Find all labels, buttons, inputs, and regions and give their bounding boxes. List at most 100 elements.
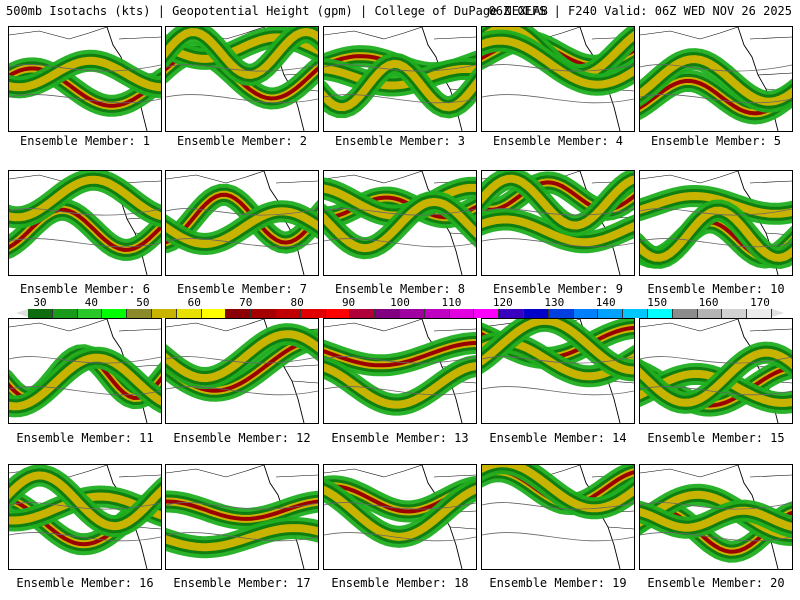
colorbar-swatch <box>474 309 500 318</box>
colorbar-swatch <box>747 309 772 318</box>
ensemble-panel-15 <box>639 318 793 424</box>
colorbar-swatch <box>176 309 202 318</box>
colorbar-tick-label: 100 <box>390 296 410 309</box>
colorbar-swatch <box>28 309 53 318</box>
colorbar-tick-label: 40 <box>84 296 99 309</box>
colorbar-swatch <box>697 309 723 318</box>
colorbar-swatch <box>523 309 549 318</box>
ensemble-member-label: Ensemble Member: 7 <box>176 282 308 296</box>
colorbar-swatch <box>226 309 252 318</box>
ensemble-panel-4 <box>481 26 635 132</box>
colorbar-swatch <box>623 309 648 318</box>
colorbar-swatch <box>424 309 450 318</box>
model-run-info: 06Z GEFS | F240 Valid: 06Z WED NOV 26 20… <box>488 4 792 18</box>
colorbar-tick-label: 130 <box>544 296 565 309</box>
colorbar-swatch <box>598 309 624 318</box>
ensemble-panel-16 <box>8 464 162 570</box>
colorbar-tick-label: 80 <box>290 296 304 309</box>
ensemble-panel-6 <box>8 170 162 276</box>
ensemble-panel-17 <box>165 464 319 570</box>
ensemble-member-label: Ensemble Member: 15 <box>647 431 785 445</box>
map-plot <box>640 465 792 569</box>
ensemble-member-label: Ensemble Member: 10 <box>647 282 785 296</box>
map-plot <box>640 27 792 131</box>
ensemble-member-label: Ensemble Member: 14 <box>489 431 627 445</box>
map-plot <box>324 27 476 131</box>
map-plot <box>482 27 634 131</box>
map-plot <box>482 465 634 569</box>
colorbar-swatch <box>77 309 103 318</box>
ensemble-panel-3 <box>323 26 477 132</box>
ensemble-member-label: Ensemble Member: 17 <box>173 576 311 590</box>
colorbar-swatch <box>325 309 351 318</box>
ensemble-panel-12 <box>165 318 319 424</box>
colorbar-swatch <box>672 309 698 318</box>
colorbar-swatch <box>499 309 524 318</box>
colorbar-swatch <box>102 309 128 318</box>
colorbar-swatch <box>275 309 301 318</box>
colorbar-strip <box>28 309 772 318</box>
map-plot <box>9 171 161 275</box>
colorbar-tick-label: 30 <box>33 296 47 309</box>
ensemble-member-label: Ensemble Member: 11 <box>16 431 154 445</box>
colorbar-swatch <box>573 309 599 318</box>
colorbar-swatch <box>647 309 673 318</box>
colorbar-swatch <box>375 309 400 318</box>
colorbar-swatch <box>52 309 78 318</box>
ensemble-panel-10 <box>639 170 793 276</box>
ensemble-member-label: Ensemble Member: 9 <box>492 282 624 296</box>
ensemble-member-label: Ensemble Member: 2 <box>176 134 308 148</box>
ensemble-member-label: Ensemble Member: 13 <box>331 431 469 445</box>
map-plot <box>324 465 476 569</box>
map-plot <box>482 319 634 423</box>
ensemble-panel-8 <box>323 170 477 276</box>
colorbar-swatch <box>151 309 177 318</box>
ensemble-panel-7 <box>165 170 319 276</box>
colorbar-tick-label: 50 <box>136 296 150 309</box>
colorbar-tick-label: 90 <box>341 296 356 309</box>
colorbar-arrow-right <box>772 309 784 317</box>
ensemble-panel-19 <box>481 464 635 570</box>
colorbar-swatch <box>548 309 574 318</box>
ensemble-panel-9 <box>481 170 635 276</box>
map-plot <box>324 171 476 275</box>
ensemble-member-label: Ensemble Member: 6 <box>19 282 151 296</box>
map-plot <box>166 465 318 569</box>
colorbar-swatch <box>127 309 152 318</box>
colorbar-tick-label: 60 <box>187 296 201 309</box>
map-plot <box>166 319 318 423</box>
page-title: 500mb Isotachs (kts) | Geopotential Heig… <box>6 4 548 18</box>
ensemble-member-label: Ensemble Member: 1 <box>19 134 151 148</box>
colorbar-swatch <box>449 309 475 318</box>
map-plot <box>9 27 161 131</box>
ensemble-panel-13 <box>323 318 477 424</box>
ensemble-panel-14 <box>481 318 635 424</box>
colorbar-swatch <box>201 309 227 318</box>
map-plot <box>324 319 476 423</box>
map-plot <box>640 319 792 423</box>
colorbar-swatch <box>350 309 376 318</box>
colorbar-tick-label: 120 <box>492 296 513 309</box>
ensemble-member-label: Ensemble Member: 12 <box>173 431 311 445</box>
map-plot <box>166 171 318 275</box>
colorbar-arrow-left <box>16 309 28 317</box>
map-plot <box>166 27 318 131</box>
colorbar-tick-label: 70 <box>239 296 253 309</box>
colorbar-swatch <box>300 309 326 318</box>
colorbar-swatch <box>399 309 425 318</box>
ensemble-panel-20 <box>639 464 793 570</box>
ensemble-panel-11 <box>8 318 162 424</box>
colorbar-tick-label: 150 <box>647 296 668 309</box>
ensemble-member-label: Ensemble Member: 8 <box>334 282 466 296</box>
ensemble-panel-18 <box>323 464 477 570</box>
colorbar-tick-label: 160 <box>698 296 719 309</box>
map-plot <box>482 171 634 275</box>
ensemble-member-label: Ensemble Member: 16 <box>16 576 154 590</box>
ensemble-member-label: Ensemble Member: 19 <box>489 576 627 590</box>
colorbar-swatch <box>251 309 276 318</box>
map-plot <box>640 171 792 275</box>
ensemble-panel-2 <box>165 26 319 132</box>
ensemble-panel-1 <box>8 26 162 132</box>
ensemble-member-label: Ensemble Member: 5 <box>650 134 782 148</box>
colorbar-swatch <box>722 309 748 318</box>
